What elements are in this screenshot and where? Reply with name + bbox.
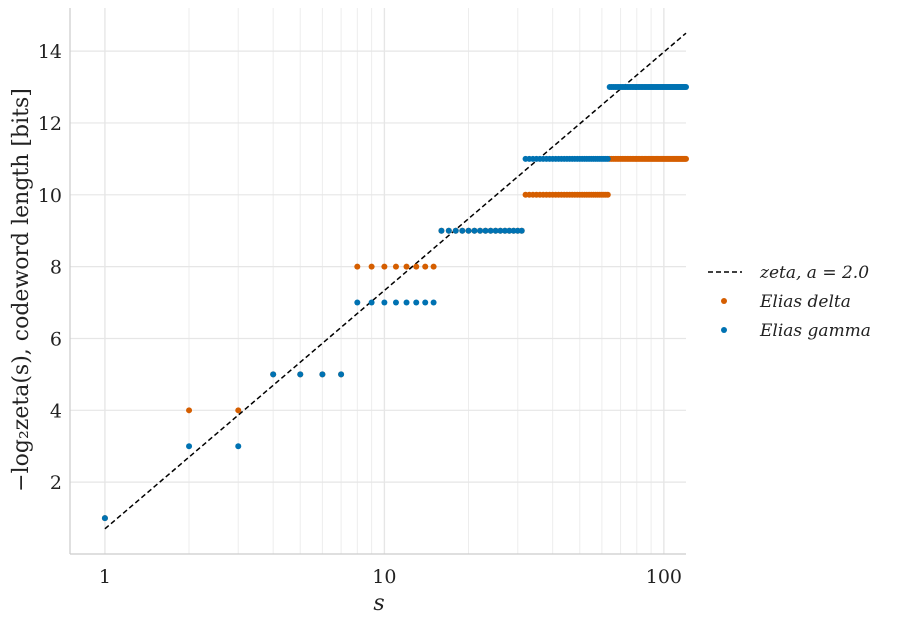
elias-gamma-point: [477, 227, 484, 234]
x-tick-label: 10: [372, 566, 396, 588]
y-tick-label: 4: [50, 400, 62, 422]
y-tick-label: 10: [38, 185, 62, 207]
elias-delta-point: [392, 263, 399, 270]
legend: zeta, a = 2.0 Elias delta Elias gamma: [708, 263, 871, 341]
y-tick-label: 6: [50, 328, 62, 350]
grid: [70, 8, 686, 554]
x-axis-label: s: [373, 591, 384, 616]
elias-delta-point: [422, 263, 429, 270]
elias-gamma-point: [465, 227, 472, 234]
elias-gamma-series: [101, 84, 689, 522]
zeta-series: [104, 32, 687, 530]
elias-gamma-point: [403, 299, 410, 306]
zeta-line: [104, 32, 687, 530]
elias-gamma-point: [501, 227, 508, 234]
elias-delta-point: [235, 407, 242, 414]
y-tick-label: 8: [50, 257, 62, 279]
x-tick-label: 100: [646, 566, 682, 588]
elias-gamma-point: [459, 227, 466, 234]
axes: [69, 8, 686, 555]
legend-zeta-label: zeta, a = 2.0: [759, 263, 869, 283]
x-tick-label: 1: [99, 566, 111, 588]
y-tick-label: 12: [38, 113, 62, 135]
elias-delta-point: [604, 191, 611, 198]
elias-gamma-point: [413, 299, 420, 306]
elias-gamma-point: [297, 371, 304, 378]
elias-gamma-point: [235, 443, 242, 450]
legend-gamma-swatch: [721, 327, 727, 333]
elias-gamma-point: [381, 299, 388, 306]
tick-labels: 1 10 100 2 4 6 8 10 12 14: [38, 41, 682, 588]
elias-delta-point: [354, 263, 361, 270]
elias-gamma-point: [101, 515, 108, 522]
elias-delta-point: [413, 263, 420, 270]
elias-gamma-point: [438, 227, 445, 234]
elias-gamma-point: [270, 371, 277, 378]
elias-gamma-point: [506, 227, 513, 234]
elias-gamma-point: [354, 299, 361, 306]
y-tick-label: 14: [38, 41, 62, 63]
elias-gamma-point: [683, 84, 689, 91]
elias-gamma-point: [487, 227, 494, 234]
elias-delta-point: [381, 263, 388, 270]
elias-gamma-point: [392, 299, 399, 306]
y-tick-label: 2: [50, 472, 62, 494]
elias-gamma-point: [604, 155, 611, 162]
legend-delta-label: Elias delta: [759, 292, 851, 312]
elias-gamma-point: [492, 227, 499, 234]
elias-gamma-point: [430, 299, 437, 306]
elias-gamma-point: [482, 227, 489, 234]
elias-gamma-point: [510, 227, 517, 234]
elias-delta-point: [430, 263, 437, 270]
elias-gamma-point: [368, 299, 375, 306]
legend-delta-swatch: [721, 298, 727, 304]
elias-gamma-point: [497, 227, 504, 234]
y-axis-label: −log₂zeta(s), codeword length [bits]: [9, 88, 34, 492]
elias-gamma-point: [338, 371, 345, 378]
elias-delta-point: [368, 263, 375, 270]
elias-gamma-point: [445, 227, 452, 234]
elias-delta-point: [403, 263, 410, 270]
elias-gamma-point: [319, 371, 326, 378]
elias-delta-point: [186, 407, 193, 414]
legend-gamma-label: Elias gamma: [759, 321, 871, 341]
elias-gamma-point: [422, 299, 429, 306]
elias-gamma-point: [471, 227, 478, 234]
elias-gamma-point: [452, 227, 459, 234]
elias-gamma-point: [186, 443, 193, 450]
elias-gamma-point: [518, 227, 525, 234]
elias-delta-point: [683, 155, 689, 162]
